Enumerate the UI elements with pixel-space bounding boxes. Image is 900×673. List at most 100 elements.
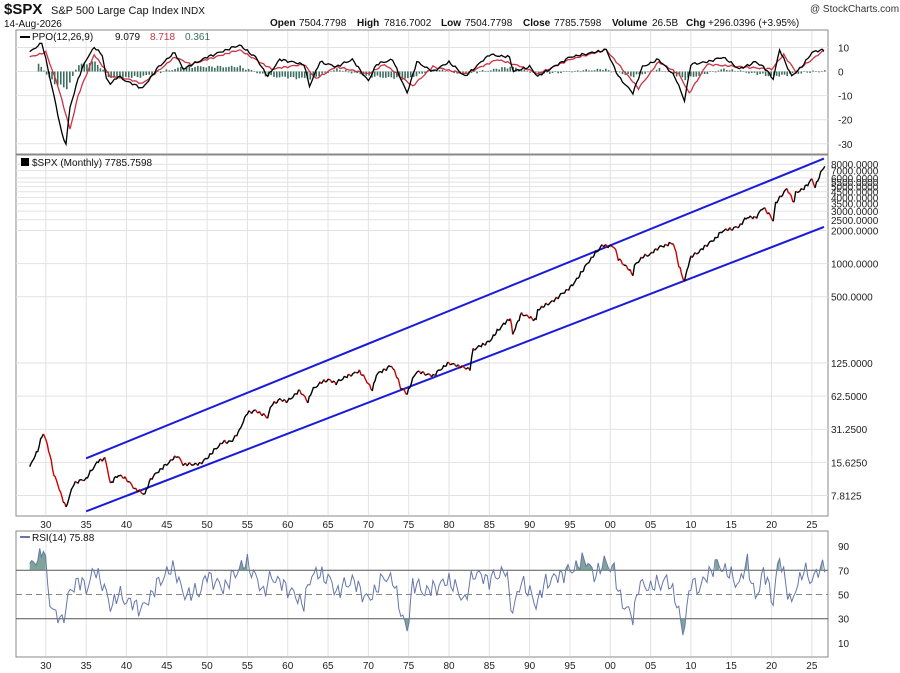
ppo-histogram-bar xyxy=(560,71,562,74)
price-line-segment xyxy=(385,365,392,371)
rsi-oversold-fill xyxy=(405,618,409,632)
close-value: 7785.7598 xyxy=(554,18,602,29)
price-line-segment xyxy=(128,480,135,490)
ppo-histogram-bar xyxy=(261,71,264,74)
price-line-segment xyxy=(299,389,302,395)
ppo-histogram-bar xyxy=(350,71,353,74)
ppo-histogram-bar xyxy=(465,71,467,74)
price-line-segment xyxy=(706,228,727,248)
ppo-histogram-bar xyxy=(130,71,133,78)
ppo-histogram-bar xyxy=(723,68,725,72)
ppo-histogram-bar xyxy=(259,71,261,74)
ppo-histogram-bar xyxy=(490,70,492,72)
price-line-segment xyxy=(469,348,474,371)
ppo-histogram-bar xyxy=(99,68,102,72)
price-line-segment xyxy=(76,478,83,484)
price-line-segment xyxy=(691,252,696,258)
ppo-histogram-bar xyxy=(281,71,284,77)
x-tick-label: 40 xyxy=(121,520,133,531)
ppo-histogram-bar xyxy=(301,71,303,78)
price-line-segment xyxy=(83,458,102,482)
ppo-legend-value: 9.079 xyxy=(115,32,140,43)
low-value: 7504.7798 xyxy=(465,18,513,29)
ppo-histogram-bar xyxy=(731,69,734,72)
price-line-segment xyxy=(354,371,358,374)
ppo-histogram-bar xyxy=(632,71,635,78)
x-tick-label: 95 xyxy=(564,520,576,531)
ppo-histogram-bar xyxy=(568,71,571,72)
ppo-histogram-bar xyxy=(65,71,68,90)
ppo-y-tick-label: 10 xyxy=(838,43,850,54)
ppo-histogram-bar xyxy=(582,70,585,72)
x-tick-label: 10 xyxy=(685,661,697,672)
price-y-tick-label: 8000.0000 xyxy=(831,160,879,171)
rsi-y-tick-label: 70 xyxy=(838,566,850,577)
ppo-histogram-bar xyxy=(177,67,179,72)
chart-date: 14-Aug-2026 xyxy=(4,19,62,30)
ppo-histogram-bar xyxy=(242,68,244,72)
price-line-segment xyxy=(424,373,430,376)
x-tick-label: 85 xyxy=(484,520,496,531)
ppo-histogram-bar xyxy=(202,66,205,72)
ppo-histogram-bar xyxy=(225,67,227,72)
ppo-histogram-bar xyxy=(45,71,48,75)
ppo-histogram-bar xyxy=(546,71,548,73)
price-line-segment xyxy=(223,439,227,444)
ppo-histogram-bar xyxy=(298,71,300,79)
price-line-segment xyxy=(461,365,467,370)
price-line-segment xyxy=(557,288,568,300)
x-tick-label: 75 xyxy=(403,520,415,531)
ppo-histogram-bar xyxy=(562,71,565,73)
ppo-histogram-bar xyxy=(211,66,213,72)
ppo-histogram-bar xyxy=(554,71,557,72)
ppo-histogram-bar xyxy=(412,71,415,77)
ppo-histogram-bar xyxy=(59,71,62,85)
ppo-histogram-bar xyxy=(407,71,409,79)
high-value: 7816.7002 xyxy=(384,18,432,29)
ppo-histogram-bar xyxy=(273,71,275,77)
ppo-histogram-bar xyxy=(618,71,621,73)
price-line-segment xyxy=(124,476,129,483)
price-line-segment xyxy=(611,245,619,261)
price-line-segment xyxy=(331,380,336,384)
ppo-histogram-bar xyxy=(655,69,658,72)
ppo-histogram-bar xyxy=(495,68,498,72)
price-line-segment xyxy=(731,226,737,231)
rsi-overbought-fill xyxy=(777,558,780,571)
ppo-histogram-bar xyxy=(341,70,344,72)
rsi-y-tick-label: 90 xyxy=(838,542,850,553)
ppo-histogram-bar xyxy=(613,71,615,73)
ppo-histogram-bar xyxy=(695,71,698,77)
ppo-histogram-bar xyxy=(444,71,447,72)
price-line-segment xyxy=(737,223,742,229)
price-line-segment xyxy=(434,361,449,376)
ppo-histogram-bar xyxy=(270,71,272,76)
ppo-histogram-bar xyxy=(133,71,136,76)
ppo-histogram-bar xyxy=(199,66,202,72)
price-y-tick-label: 3500.0000 xyxy=(831,200,879,211)
ppo-histogram-bar xyxy=(709,71,711,72)
rsi-legend-text: RSI(14) 75.88 xyxy=(32,533,95,544)
price-line-segment xyxy=(362,374,372,390)
ppo-histogram-bar xyxy=(673,71,675,75)
price-line-segment xyxy=(772,195,781,222)
ppo-histogram-bar xyxy=(791,71,794,74)
price-line-segment xyxy=(755,207,766,219)
price-line-segment xyxy=(726,227,731,232)
ppo-histogram-bar xyxy=(506,68,509,72)
rsi-y-tick-label: 50 xyxy=(838,591,850,602)
ppo-histogram-bar xyxy=(588,70,590,72)
price-y-tick-label: 6000.0000 xyxy=(831,174,879,185)
price-line-segment xyxy=(285,389,300,404)
ppo-histogram-bar xyxy=(250,69,253,72)
ppo-histogram-bar xyxy=(759,71,761,75)
price-line-segment xyxy=(619,258,624,266)
ppo-histogram-bar xyxy=(194,66,196,72)
price-line-segment xyxy=(174,455,177,458)
ppo-histogram-bar xyxy=(635,71,638,75)
ppo-histogram-bar xyxy=(684,71,687,81)
ppo-histogram-bar xyxy=(478,71,481,73)
price-line-segment xyxy=(178,456,184,466)
ppo-histogram-bar xyxy=(127,71,130,78)
ppo-histogram-bar xyxy=(821,71,823,72)
